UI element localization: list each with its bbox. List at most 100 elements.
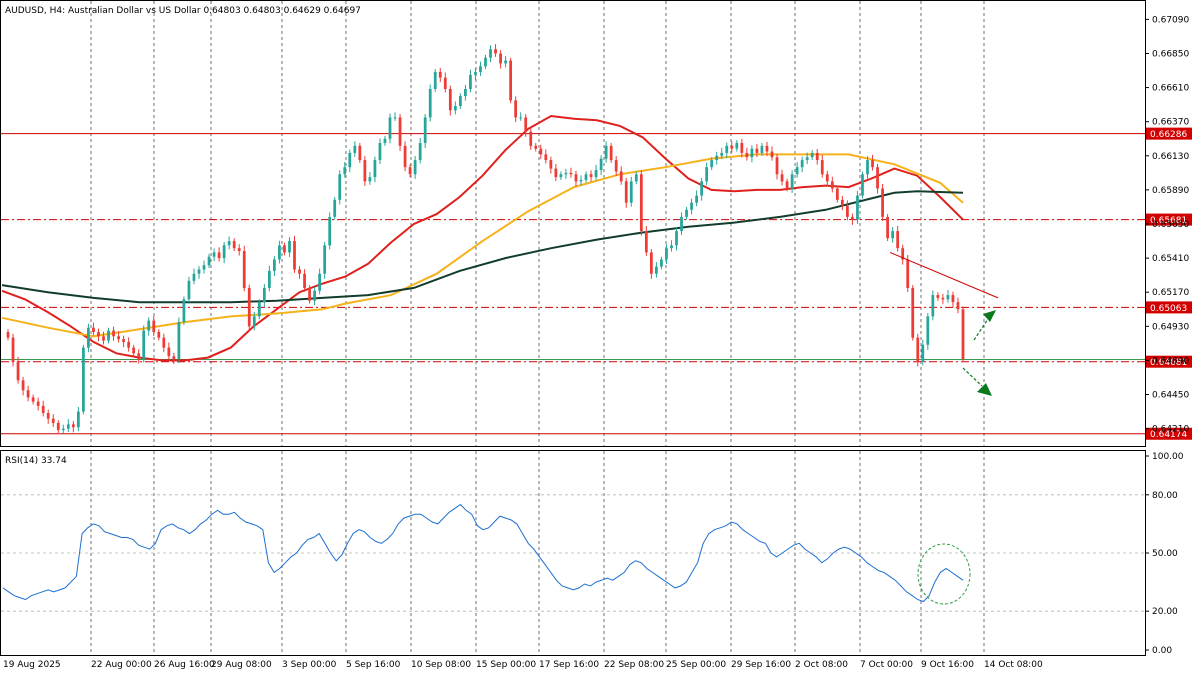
- candle-body: [805, 157, 809, 161]
- price-level-label: 0.65063: [1150, 304, 1187, 314]
- candle-body: [740, 143, 744, 153]
- price-level-badge: [1146, 427, 1192, 440]
- candle-body: [237, 248, 241, 251]
- candle-body: [680, 216, 683, 232]
- candle-body: [559, 174, 563, 178]
- price-level-label: 0.65681: [1150, 216, 1187, 226]
- candle-body: [700, 181, 704, 196]
- candle-body: [56, 422, 60, 431]
- price-level-badge: [1146, 213, 1192, 226]
- candle-body: [494, 49, 497, 54]
- time-tick-label: 15 Sep 00:00: [476, 660, 536, 670]
- candle-body: [187, 280, 191, 300]
- candle-body: [685, 209, 688, 217]
- candle-body: [283, 245, 286, 253]
- candle-body: [61, 428, 65, 431]
- candle-body: [775, 157, 779, 175]
- candle-body: [861, 174, 864, 196]
- candle-body: [448, 89, 452, 111]
- candle-body: [132, 347, 136, 354]
- candle-body: [152, 320, 156, 332]
- candle-body: [247, 287, 251, 327]
- rsi-header: RSI(14) 33.74: [5, 456, 67, 466]
- candle-body: [639, 174, 643, 232]
- candle-body: [363, 160, 367, 182]
- candle-body: [318, 273, 322, 291]
- candle-body: [871, 160, 874, 168]
- price-tick-label: 0.66130: [1152, 152, 1189, 162]
- rsi-tick-label: 100.00: [1152, 452, 1184, 462]
- candle-body: [750, 148, 754, 158]
- candle-body: [644, 231, 648, 253]
- candle-body: [348, 152, 352, 168]
- candle-body: [629, 181, 633, 203]
- candle-body: [257, 302, 261, 317]
- candle-body: [655, 266, 658, 274]
- candle-body: [338, 174, 342, 200]
- candle-body: [373, 160, 377, 178]
- candle-body: [82, 347, 85, 412]
- candle-body: [519, 117, 523, 119]
- price-tick-label: 0.64450: [1152, 391, 1189, 401]
- candle-body: [866, 160, 869, 175]
- candle-body: [649, 252, 653, 274]
- candle-body: [177, 322, 181, 359]
- price-level-badge: [1146, 355, 1192, 368]
- candle-body: [911, 287, 915, 338]
- time-tick-label: 22 Aug 00:00: [91, 660, 152, 670]
- candle-body: [293, 241, 296, 270]
- candle-body: [26, 390, 30, 398]
- candle-body: [534, 145, 538, 149]
- candle-body: [901, 248, 905, 260]
- candle-body: [961, 309, 965, 359]
- candle-body: [217, 252, 221, 259]
- candle-body: [76, 411, 80, 428]
- candle-body: [197, 269, 201, 274]
- candle-body: [946, 295, 950, 300]
- candle-body: [705, 167, 709, 182]
- price-tick-label: 0.65170: [1152, 288, 1189, 298]
- candle-body: [856, 195, 859, 220]
- candle-body: [71, 424, 75, 428]
- candle-body: [584, 174, 588, 180]
- candle-body: [795, 167, 799, 175]
- price-tick-label: 0.66610: [1152, 84, 1189, 94]
- candle-body: [695, 195, 698, 203]
- candle-body: [182, 299, 186, 323]
- candle-body: [288, 241, 291, 253]
- candle-body: [544, 154, 548, 161]
- candle-body: [670, 245, 673, 249]
- candle-body: [499, 53, 502, 64]
- candle-body: [931, 295, 935, 317]
- candle-body: [479, 66, 482, 72]
- candle-body: [343, 167, 347, 175]
- candle-body: [212, 252, 216, 257]
- candle-body: [97, 332, 100, 337]
- candle-body: [333, 199, 337, 217]
- candle-body: [393, 117, 397, 119]
- time-tick-label: 17 Sep 16:00: [539, 660, 599, 670]
- candle-body: [6, 332, 10, 338]
- candle-body: [715, 155, 719, 161]
- moving-average-ma_slow: [1, 190, 964, 304]
- candle-body: [720, 152, 724, 156]
- price-axis: 0.67090 0.66850 0.66610 0.66370 0.66130 0.658…: [1145, 15, 1189, 435]
- candle-body: [298, 269, 301, 274]
- candle-body: [167, 347, 171, 357]
- candle-body: [36, 401, 40, 406]
- candle-body: [489, 49, 492, 58]
- candle-body: [790, 174, 794, 189]
- price-level-label: 0.64681: [1150, 358, 1187, 368]
- candle-body: [46, 413, 50, 419]
- candle-body: [690, 202, 693, 210]
- horizontal-levels: 0.66286 0.65681 0.65063 0.64681 0.64174: [1, 127, 1192, 440]
- candle-body: [66, 424, 70, 429]
- rsi-highlight-circle: [917, 543, 971, 605]
- candle-body: [358, 145, 362, 161]
- candle-body: [252, 316, 256, 327]
- candle-body: [770, 151, 774, 158]
- rsi-line: [2, 503, 964, 603]
- candle-body: [227, 241, 231, 246]
- candle-body: [614, 160, 618, 172]
